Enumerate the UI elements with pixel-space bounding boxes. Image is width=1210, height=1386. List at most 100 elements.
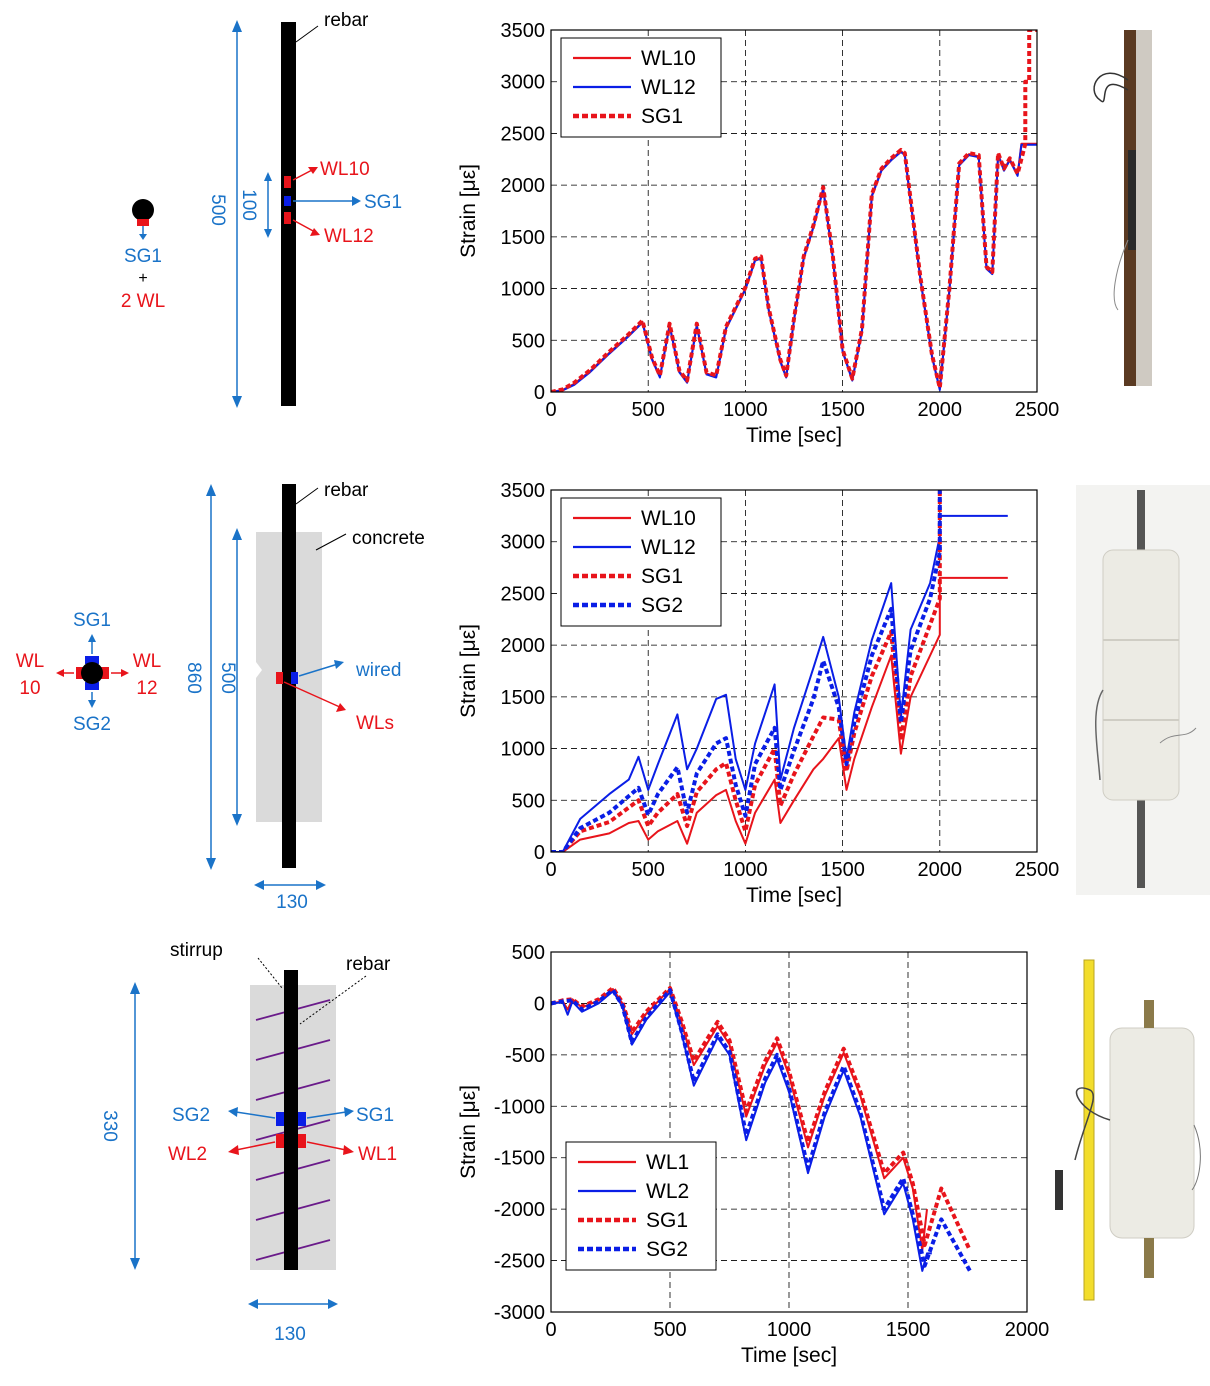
wireless-sensor-mark [137, 219, 149, 226]
rebar [282, 484, 296, 868]
arrowhead-icon [232, 396, 242, 408]
wl2-sensor [276, 1134, 284, 1148]
sg2-mark [85, 682, 99, 690]
y-tick-label: 3000 [501, 72, 546, 94]
y-tick-label: 3500 [501, 480, 546, 502]
x-tick-label: 500 [632, 399, 665, 421]
concrete-label: concrete [352, 528, 425, 549]
panel-svg: 330 stirrup rebar SG2 SG1 WL2 [99, 940, 1201, 1367]
x-tick-label: 0 [545, 859, 556, 881]
leader-line [315, 533, 347, 551]
wired-label: wired [355, 660, 401, 681]
wl10-mark [76, 667, 84, 679]
cross-section: SG1 SG2 WL 10 WL 12 [16, 610, 162, 735]
cross-wl-left-a: WL [16, 651, 45, 672]
cross-section: SG1 + 2 WL [121, 199, 165, 312]
x-tick-label: 2500 [1015, 859, 1060, 881]
leader-line [295, 487, 319, 505]
wls-label: WLs [356, 713, 394, 734]
series-line-sg1 [551, 30, 1037, 392]
y-tick-label: -2500 [494, 1251, 545, 1273]
stirrup-concrete-specimen-with-ruler-photo [1055, 959, 1201, 1301]
arrowhead-icon [254, 880, 264, 890]
strain-chart: 0 500 1000 1500 2000 2500 0 500 1000 1500 2000 2500… [457, 480, 1059, 907]
legend-label-sg1: SG1 [646, 1209, 688, 1232]
plot-frame [550, 489, 1038, 853]
wl-sensor [276, 672, 283, 684]
y-tick-label: 1000 [501, 739, 546, 761]
rebar-label: rebar [346, 954, 391, 975]
y-tick-label: 1000 [501, 279, 546, 301]
arrowhead-icon [206, 858, 216, 870]
cross-wl-right-a: WL [133, 651, 162, 672]
dim-gauge-label: 100 [238, 189, 259, 221]
strain-chart: 0 500 1000 1500 2000 2500 0 500 1000 1500 2000 2500… [457, 20, 1059, 447]
dim-height-label: 330 [99, 1110, 120, 1142]
rebar-section-circle [132, 199, 154, 221]
arrowhead-icon [334, 660, 344, 669]
y-tick-label: -500 [505, 1045, 545, 1067]
x-tick-label: 500 [632, 859, 665, 881]
wl1-arrow [306, 1141, 347, 1151]
rebar [284, 970, 298, 1270]
y-tick-label: 500 [512, 942, 545, 964]
sg-right-label: SG1 [356, 1105, 394, 1126]
arrowhead-icon [130, 1258, 140, 1270]
plus-label: + [138, 270, 147, 287]
y-tick-label: 0 [534, 842, 545, 864]
dim-width-label: 130 [276, 892, 308, 913]
wls-arrow [283, 681, 343, 709]
wl-bottom-sensor [284, 212, 291, 224]
y-tick-label: 3000 [501, 532, 546, 554]
wl-top-label: WL10 [320, 159, 370, 180]
y-tick-label: -2000 [494, 1199, 545, 1221]
x-tick-label: 1500 [820, 859, 865, 881]
y-tick-label: 2500 [501, 583, 546, 605]
arrowhead-icon [139, 234, 147, 240]
arrowhead-icon [310, 228, 320, 236]
y-axis-label: Strain [με] [457, 164, 480, 258]
leader-line [295, 25, 319, 43]
sg-left-label: SG2 [172, 1105, 210, 1126]
panel-svg: SG1 SG2 WL 10 WL 12 860 500 rebar concre… [16, 480, 1210, 913]
legend-label-sg1: SG1 [641, 105, 683, 128]
arrowhead-icon [264, 229, 272, 238]
y-axis-label: Strain [με] [457, 624, 480, 718]
sg-sensor [284, 196, 291, 206]
legend-label-wl12: WL12 [641, 536, 696, 559]
y-tick-label: 3500 [501, 20, 546, 42]
dim-concrete-label: 500 [217, 662, 238, 694]
legend-label-wl10: WL10 [641, 507, 696, 530]
y-tick-label: 2000 [501, 635, 546, 657]
wired-sensor [291, 672, 298, 684]
specimen-panel-stirrup: 330 stirrup rebar SG2 SG1 WL2 [0, 920, 1210, 1386]
arrowhead-icon [343, 1145, 354, 1155]
arrowhead-icon [248, 1299, 258, 1309]
x-axis-label: Time [sec] [746, 884, 842, 907]
y-tick-label: -1000 [494, 1096, 545, 1118]
x-tick-label: 1500 [820, 399, 865, 421]
x-tick-label: 2000 [1005, 1319, 1050, 1341]
arrowhead-icon [308, 167, 318, 174]
series-line-sg2 [551, 490, 942, 852]
series-group [551, 30, 1037, 392]
wl-right-label: WL1 [358, 1144, 397, 1165]
legend-label-wl1: WL1 [646, 1151, 689, 1174]
y-tick-label: 500 [512, 330, 545, 352]
x-axis-label: Time [sec] [746, 424, 842, 447]
strain-chart: 0 500 1000 1500 2000 -3000 -2500 -2000 -1500 -100… [457, 942, 1049, 1367]
y-tick-label: 500 [512, 790, 545, 812]
cross-sg-bottom-label: SG2 [73, 714, 111, 735]
arrowhead-icon [336, 703, 346, 712]
concrete-cylinder-specimen-photo [1076, 485, 1210, 895]
series-group [551, 490, 1008, 852]
x-tick-label: 1000 [767, 1319, 812, 1341]
rebar-label: rebar [324, 480, 369, 501]
cross-wl-right-b: 12 [136, 678, 157, 699]
wired-arrow [298, 663, 339, 677]
specimen-panel-concrete-cylinder: SG1 SG2 WL 10 WL 12 860 500 rebar concre… [0, 460, 1210, 920]
leader-line [299, 975, 367, 1025]
arrowhead-icon [130, 982, 140, 994]
arrowhead-icon [88, 700, 96, 708]
sg1-mark [85, 656, 99, 664]
